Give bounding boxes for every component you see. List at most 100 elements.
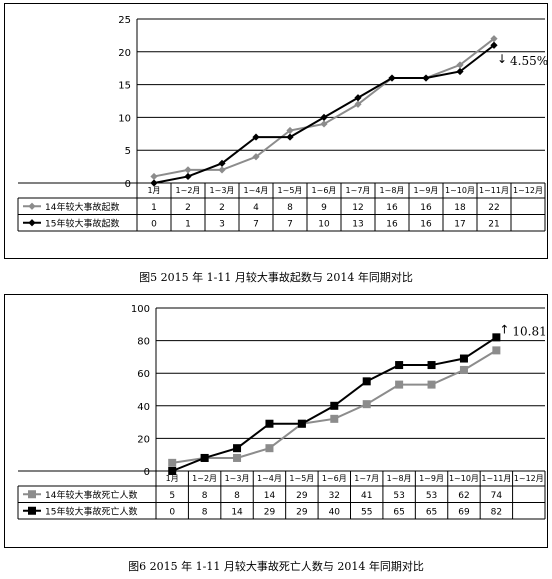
table-cell-value: 65 — [426, 507, 437, 517]
chart-1-caption: 图5 2015 年 1-11 月较大事故起数与 2014 年同期对比 — [139, 271, 413, 284]
legend-label-1: 14年较大事故死亡人数 — [45, 489, 137, 501]
x-tick-label: 1~10月 — [449, 474, 479, 483]
y-tick-label: 0 — [125, 179, 131, 190]
legend-label-2: 15年较大事故起数 — [45, 217, 119, 229]
annotation-arrow: ↑ — [499, 322, 509, 336]
series-1-point — [395, 380, 404, 389]
table-cell-value: 7 — [287, 219, 293, 229]
table-cell-value: 0 — [151, 219, 157, 229]
x-tick-label: 1~6月 — [312, 186, 337, 195]
series-1-point — [492, 346, 501, 355]
series-1-point — [459, 365, 468, 374]
series-1-point — [427, 380, 436, 389]
table-cell-value: 69 — [458, 507, 470, 517]
table-cell-value: 29 — [264, 507, 276, 517]
table-cell-value: 22 — [488, 203, 499, 213]
table-cell-value: 5 — [169, 491, 175, 501]
x-tick-label: 1~4月 — [257, 474, 282, 483]
series-2-point — [320, 113, 328, 121]
table-cell-value: 41 — [361, 491, 372, 501]
x-tick-label: 1~9月 — [414, 186, 439, 195]
y-tick-label: 40 — [137, 402, 150, 413]
table-cell-value: 55 — [361, 507, 372, 517]
table-cell-value: 82 — [491, 507, 502, 517]
table-cell-value: 12 — [352, 203, 363, 213]
legend-marker-2 — [28, 506, 36, 515]
series-1-point — [320, 120, 328, 128]
table-cell-value: 10 — [318, 219, 330, 229]
table-cell-value: 8 — [202, 507, 208, 517]
table-cell-value: 29 — [296, 491, 308, 501]
series-1-point — [354, 100, 362, 108]
x-tick-label: 1~3月 — [210, 186, 235, 195]
series-2-point — [395, 361, 404, 370]
series-1-point — [456, 61, 464, 69]
series-2-point — [362, 377, 371, 386]
series-1-point — [362, 400, 371, 409]
table-cell-value: 1 — [185, 219, 191, 229]
series-1-point — [184, 166, 192, 174]
series-2-point — [297, 419, 306, 428]
legend-marker-1 — [28, 202, 36, 210]
table-cell-value: 8 — [234, 491, 240, 501]
x-tick-label: 1~8月 — [380, 186, 405, 195]
series-line-1 — [153, 37, 495, 178]
series-2-point — [427, 361, 436, 370]
series-2-point — [330, 401, 339, 410]
legend-marker-2 — [28, 219, 36, 227]
table-cell-value: 53 — [426, 491, 437, 501]
series-2-point — [490, 41, 498, 49]
series-2-point — [252, 133, 260, 141]
series-1-point — [330, 414, 339, 423]
series-2-point — [200, 453, 209, 462]
table-cell-value: 62 — [458, 491, 469, 501]
x-tick-label: 1~7月 — [346, 186, 371, 195]
legend-label-2: 15年较大事故死亡人数 — [45, 505, 137, 517]
series-1-point — [265, 444, 274, 453]
legend-marker-1 — [28, 490, 36, 499]
table-cell-value: 65 — [393, 507, 404, 517]
x-tick-label: 1~2月 — [192, 474, 217, 483]
table-cell-value: 8 — [202, 491, 208, 501]
table-cell-value: 2 — [185, 203, 191, 213]
table-cell-value: 1 — [151, 203, 157, 213]
table-cell-value: 21 — [488, 219, 499, 229]
series-2-point — [422, 74, 430, 82]
y-tick-label: 15 — [118, 81, 131, 92]
annotation-label: 4.55% — [510, 54, 547, 68]
y-tick-label: 60 — [137, 369, 150, 380]
annotation-arrow: ↓ — [497, 52, 507, 66]
x-tick-label: 1~5月 — [278, 186, 303, 195]
table-cell-value: 18 — [454, 203, 466, 213]
series-1-point — [218, 166, 226, 174]
x-tick-label: 1~3月 — [225, 474, 250, 483]
table-cell-value: 16 — [386, 219, 398, 229]
series-2-point — [388, 74, 396, 82]
x-tick-label: 1月 — [147, 186, 160, 195]
series-2-point — [218, 159, 226, 167]
y-tick-label: 20 — [118, 48, 131, 59]
x-tick-label: 1~12月 — [513, 186, 543, 195]
series-2-point — [286, 133, 294, 141]
x-tick-label: 1~8月 — [387, 474, 412, 483]
table-cell-value: 17 — [454, 219, 465, 229]
x-tick-label: 1~10月 — [445, 186, 475, 195]
x-tick-label: 1~11月 — [479, 186, 509, 195]
table-cell-value: 14 — [231, 507, 243, 517]
table-cell-value: 4 — [253, 203, 259, 213]
x-tick-label: 1~6月 — [322, 474, 347, 483]
y-tick-label: 20 — [137, 434, 150, 445]
series-2-point — [354, 94, 362, 102]
x-tick-label: 1~4月 — [244, 186, 269, 195]
table-cell-value: 53 — [393, 491, 404, 501]
table-cell-value: 3 — [219, 219, 225, 229]
table-cell-value: 9 — [321, 203, 327, 213]
series-2-point — [168, 467, 177, 475]
y-tick-label: 0 — [144, 467, 150, 478]
table-cell-value: 0 — [169, 507, 175, 517]
table-cell-value: 2 — [219, 203, 225, 213]
series-2-point — [456, 67, 464, 76]
table-cell-value: 16 — [386, 203, 398, 213]
table-cell-value: 29 — [296, 507, 308, 517]
